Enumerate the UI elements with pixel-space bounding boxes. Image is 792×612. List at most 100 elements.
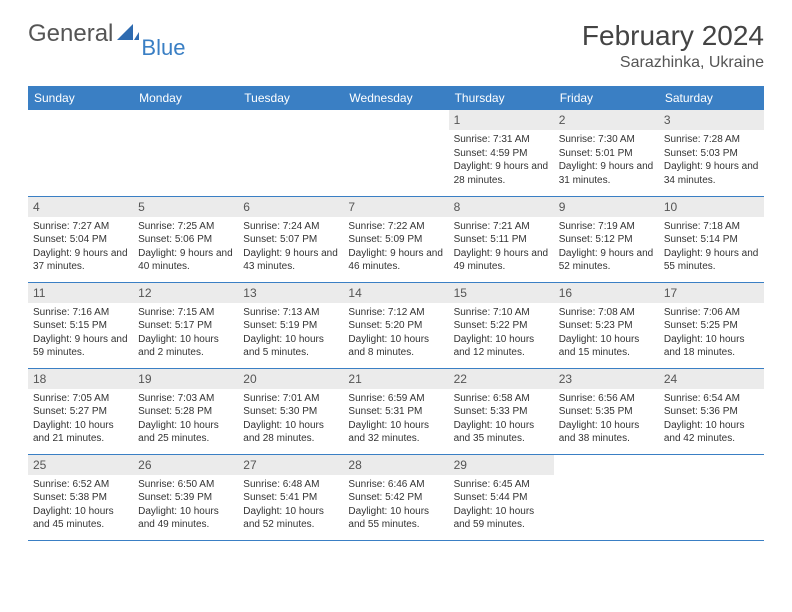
- daylight-text: Daylight: 10 hours and 59 minutes.: [454, 505, 549, 532]
- month-title: February 2024: [582, 20, 764, 52]
- sunset-text: Sunset: 5:25 PM: [664, 319, 759, 333]
- col-sunday: Sunday: [28, 86, 133, 110]
- sunrise-text: Sunrise: 7:27 AM: [33, 220, 128, 234]
- sunset-text: Sunset: 5:11 PM: [454, 233, 549, 247]
- sunrise-text: Sunrise: 6:50 AM: [138, 478, 233, 492]
- sunrise-text: Sunrise: 6:46 AM: [348, 478, 443, 492]
- sunset-text: Sunset: 5:42 PM: [348, 491, 443, 505]
- header: General Blue February 2024 Sarazhinka, U…: [28, 20, 764, 72]
- day-number: 22: [449, 369, 554, 389]
- calendar-table: Sunday Monday Tuesday Wednesday Thursday…: [28, 86, 764, 541]
- sunset-text: Sunset: 5:01 PM: [559, 147, 654, 161]
- day-body: Sunrise: 6:58 AMSunset: 5:33 PMDaylight:…: [449, 389, 554, 451]
- day-number: 10: [659, 197, 764, 217]
- calendar-cell: 12Sunrise: 7:15 AMSunset: 5:17 PMDayligh…: [133, 282, 238, 368]
- day-body: Sunrise: 6:59 AMSunset: 5:31 PMDaylight:…: [343, 389, 448, 451]
- calendar-cell: [28, 110, 133, 196]
- calendar-cell: 19Sunrise: 7:03 AMSunset: 5:28 PMDayligh…: [133, 368, 238, 454]
- sunrise-text: Sunrise: 7:01 AM: [243, 392, 338, 406]
- daylight-text: Daylight: 10 hours and 38 minutes.: [559, 419, 654, 446]
- calendar-cell: 1Sunrise: 7:31 AMSunset: 4:59 PMDaylight…: [449, 110, 554, 196]
- day-number: [238, 110, 343, 114]
- daylight-text: Daylight: 10 hours and 18 minutes.: [664, 333, 759, 360]
- day-body: Sunrise: 7:27 AMSunset: 5:04 PMDaylight:…: [28, 217, 133, 279]
- calendar-cell: 14Sunrise: 7:12 AMSunset: 5:20 PMDayligh…: [343, 282, 448, 368]
- day-number: 16: [554, 283, 659, 303]
- day-number: 20: [238, 369, 343, 389]
- sunset-text: Sunset: 5:38 PM: [33, 491, 128, 505]
- day-body: Sunrise: 7:22 AMSunset: 5:09 PMDaylight:…: [343, 217, 448, 279]
- day-number: 12: [133, 283, 238, 303]
- day-body: Sunrise: 6:48 AMSunset: 5:41 PMDaylight:…: [238, 475, 343, 537]
- day-number: 17: [659, 283, 764, 303]
- day-number: 7: [343, 197, 448, 217]
- logo-sail-icon: [117, 22, 139, 47]
- daylight-text: Daylight: 9 hours and 59 minutes.: [33, 333, 128, 360]
- day-number: 21: [343, 369, 448, 389]
- day-body: Sunrise: 6:56 AMSunset: 5:35 PMDaylight:…: [554, 389, 659, 451]
- day-body: Sunrise: 6:50 AMSunset: 5:39 PMDaylight:…: [133, 475, 238, 537]
- daylight-text: Daylight: 9 hours and 28 minutes.: [454, 160, 549, 187]
- day-body: Sunrise: 7:28 AMSunset: 5:03 PMDaylight:…: [659, 130, 764, 192]
- sunrise-text: Sunrise: 6:54 AM: [664, 392, 759, 406]
- day-number: 3: [659, 110, 764, 130]
- day-number: 23: [554, 369, 659, 389]
- day-number: [133, 110, 238, 114]
- sunrise-text: Sunrise: 7:18 AM: [664, 220, 759, 234]
- sunset-text: Sunset: 5:27 PM: [33, 405, 128, 419]
- daylight-text: Daylight: 9 hours and 34 minutes.: [664, 160, 759, 187]
- calendar-cell: 11Sunrise: 7:16 AMSunset: 5:15 PMDayligh…: [28, 282, 133, 368]
- day-body: Sunrise: 7:18 AMSunset: 5:14 PMDaylight:…: [659, 217, 764, 279]
- sunset-text: Sunset: 5:14 PM: [664, 233, 759, 247]
- sunrise-text: Sunrise: 7:22 AM: [348, 220, 443, 234]
- day-body: Sunrise: 7:01 AMSunset: 5:30 PMDaylight:…: [238, 389, 343, 451]
- calendar-cell: [554, 454, 659, 540]
- daylight-text: Daylight: 10 hours and 32 minutes.: [348, 419, 443, 446]
- day-body: Sunrise: 7:16 AMSunset: 5:15 PMDaylight:…: [28, 303, 133, 365]
- sunrise-text: Sunrise: 7:12 AM: [348, 306, 443, 320]
- sunrise-text: Sunrise: 7:05 AM: [33, 392, 128, 406]
- day-body: Sunrise: 7:25 AMSunset: 5:06 PMDaylight:…: [133, 217, 238, 279]
- daylight-text: Daylight: 10 hours and 21 minutes.: [33, 419, 128, 446]
- sunrise-text: Sunrise: 7:06 AM: [664, 306, 759, 320]
- calendar-cell: [238, 110, 343, 196]
- daylight-text: Daylight: 10 hours and 15 minutes.: [559, 333, 654, 360]
- sunrise-text: Sunrise: 7:10 AM: [454, 306, 549, 320]
- calendar-row: 25Sunrise: 6:52 AMSunset: 5:38 PMDayligh…: [28, 454, 764, 540]
- sunrise-text: Sunrise: 7:03 AM: [138, 392, 233, 406]
- calendar-cell: 10Sunrise: 7:18 AMSunset: 5:14 PMDayligh…: [659, 196, 764, 282]
- sunrise-text: Sunrise: 7:15 AM: [138, 306, 233, 320]
- day-body: Sunrise: 7:12 AMSunset: 5:20 PMDaylight:…: [343, 303, 448, 365]
- sunrise-text: Sunrise: 7:16 AM: [33, 306, 128, 320]
- day-number: [659, 455, 764, 459]
- calendar-cell: 13Sunrise: 7:13 AMSunset: 5:19 PMDayligh…: [238, 282, 343, 368]
- day-body: Sunrise: 7:10 AMSunset: 5:22 PMDaylight:…: [449, 303, 554, 365]
- day-number: [28, 110, 133, 114]
- sunset-text: Sunset: 5:35 PM: [559, 405, 654, 419]
- sunrise-text: Sunrise: 7:30 AM: [559, 133, 654, 147]
- day-body: Sunrise: 7:05 AMSunset: 5:27 PMDaylight:…: [28, 389, 133, 451]
- sunrise-text: Sunrise: 7:21 AM: [454, 220, 549, 234]
- sunset-text: Sunset: 5:20 PM: [348, 319, 443, 333]
- day-number: 1: [449, 110, 554, 130]
- daylight-text: Daylight: 9 hours and 37 minutes.: [33, 247, 128, 274]
- day-number: 15: [449, 283, 554, 303]
- daylight-text: Daylight: 10 hours and 25 minutes.: [138, 419, 233, 446]
- daylight-text: Daylight: 9 hours and 46 minutes.: [348, 247, 443, 274]
- sunrise-text: Sunrise: 6:59 AM: [348, 392, 443, 406]
- title-block: February 2024 Sarazhinka, Ukraine: [582, 20, 764, 72]
- calendar-cell: 24Sunrise: 6:54 AMSunset: 5:36 PMDayligh…: [659, 368, 764, 454]
- daylight-text: Daylight: 9 hours and 40 minutes.: [138, 247, 233, 274]
- sunset-text: Sunset: 4:59 PM: [454, 147, 549, 161]
- col-monday: Monday: [133, 86, 238, 110]
- calendar-cell: 27Sunrise: 6:48 AMSunset: 5:41 PMDayligh…: [238, 454, 343, 540]
- day-number: [343, 110, 448, 114]
- day-body: Sunrise: 7:13 AMSunset: 5:19 PMDaylight:…: [238, 303, 343, 365]
- day-body: Sunrise: 7:03 AMSunset: 5:28 PMDaylight:…: [133, 389, 238, 451]
- sunrise-text: Sunrise: 6:56 AM: [559, 392, 654, 406]
- daylight-text: Daylight: 9 hours and 43 minutes.: [243, 247, 338, 274]
- sunset-text: Sunset: 5:09 PM: [348, 233, 443, 247]
- day-number: 6: [238, 197, 343, 217]
- day-number: 18: [28, 369, 133, 389]
- day-body: Sunrise: 7:24 AMSunset: 5:07 PMDaylight:…: [238, 217, 343, 279]
